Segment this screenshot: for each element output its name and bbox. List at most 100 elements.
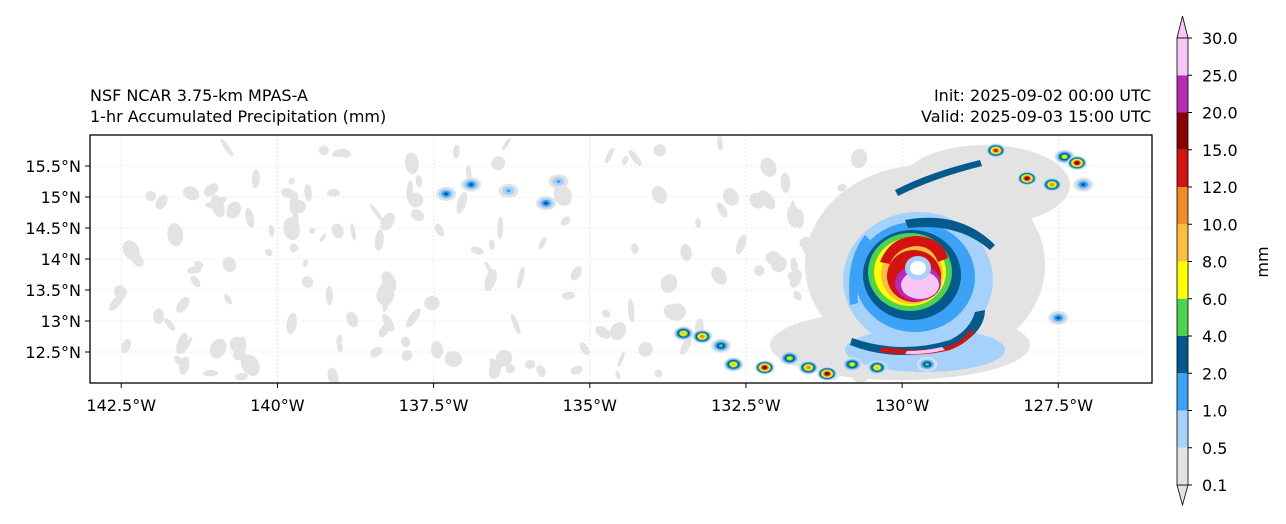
cell-contour: [469, 183, 474, 187]
cell-contour: [825, 372, 830, 376]
light-rain-patch: [318, 145, 329, 156]
convective-cell-17: [1017, 171, 1038, 186]
y-tick-label: 15°N: [41, 188, 81, 207]
colorbar-tick-label-6: 8.0: [1202, 253, 1227, 272]
light-rain-patch: [288, 177, 295, 185]
light-rain-patch: [226, 201, 242, 219]
light-rain-patch: [130, 252, 144, 267]
y-tick-2: 13.5°N: [25, 281, 90, 300]
convective-cell-20: [1067, 155, 1088, 170]
cell-contour: [1025, 176, 1030, 180]
light-rain-patch: [381, 271, 397, 293]
light-rain-patch: [660, 273, 678, 293]
light-rain-patch: [638, 342, 653, 357]
cell-contour: [850, 362, 855, 366]
light-rain-patch: [369, 203, 384, 222]
y-tick-label: 14°N: [41, 250, 81, 269]
light-rain-patch: [286, 312, 297, 335]
convective-cell-21: [1073, 177, 1094, 192]
light-rain-patch: [651, 186, 668, 204]
y-tick-label: 15.5°N: [25, 157, 81, 176]
light-rain-patch: [220, 138, 234, 157]
light-rain-patch: [653, 144, 666, 157]
light-rain-patch: [190, 275, 201, 288]
y-tick-1: 13°N: [41, 312, 90, 331]
colorbar-segment-8: [1177, 149, 1188, 187]
light-rain-patch: [281, 187, 295, 199]
light-rain-patch: [717, 136, 723, 151]
title-left-line-1: NSF NCAR 3.75-km MPAS-A: [90, 86, 308, 105]
light-rain-patch: [735, 234, 747, 255]
rainband-north: [895, 160, 982, 196]
colorbar-tick-label-7: 10.0: [1202, 215, 1238, 234]
light-rain-patch: [235, 372, 248, 381]
light-rain-patch: [319, 233, 327, 242]
light-rain-patch: [218, 196, 227, 204]
convective-cell-22: [1048, 310, 1069, 325]
rainband-southeast-outer: [850, 310, 985, 355]
y-tick-0: 12.5°N: [25, 343, 90, 362]
colorbar-tick-label-8: 12.0: [1202, 178, 1238, 197]
light-rain-patch: [680, 244, 692, 262]
x-tick-5: 130°W: [875, 383, 930, 415]
colorbar-extend-max: [1176, 15, 1189, 39]
colorbar-segment-1: [1177, 410, 1188, 448]
y-tick-label: 13.5°N: [25, 281, 81, 300]
rainband-southeast-pink: [905, 347, 945, 355]
eyewall-north-arc: [880, 236, 948, 264]
colorbar-segment-11: [1177, 38, 1188, 76]
cell-contour: [444, 192, 449, 196]
light-rain-patch: [380, 212, 395, 231]
convective-cell-11: [798, 360, 819, 375]
y-tick-5: 15°N: [41, 188, 90, 207]
colorbar-segment-9: [1177, 112, 1188, 150]
rainband-northeast: [905, 217, 995, 250]
light-rain-patch: [536, 365, 546, 378]
colorbar-segment-6: [1177, 224, 1188, 262]
y-tick-label: 12.5°N: [25, 343, 81, 362]
cell-contour: [544, 201, 549, 205]
colorbar-segment-10: [1177, 75, 1188, 113]
light-rain-patch: [424, 296, 440, 311]
cell-contour: [875, 366, 880, 369]
light-rain-patch: [121, 338, 132, 354]
light-rain-patch: [495, 349, 513, 367]
light-rain-patch: [145, 190, 157, 202]
light-rain-patch: [327, 367, 339, 383]
light-rain-patch: [174, 355, 184, 366]
light-rain-patch: [627, 298, 635, 323]
x-tick-6: 127.5°W: [1023, 383, 1093, 415]
light-rain-patch: [787, 271, 794, 280]
light-rain-patch: [224, 293, 232, 305]
light-rain-patch: [570, 365, 583, 375]
x-tick-label: 130°W: [875, 396, 930, 415]
light-rain-patch: [240, 353, 260, 377]
light-rain-patch: [444, 350, 463, 368]
light-rain-patch: [326, 189, 341, 197]
light-rain-patch: [268, 224, 275, 237]
light-rain-patch: [401, 350, 413, 361]
light-rain-patch: [164, 318, 176, 331]
light-rain-patch: [325, 285, 334, 306]
x-tick-2: 137.5°W: [399, 383, 469, 415]
rainband-southeast-red: [880, 330, 975, 355]
light-rain-patch: [617, 351, 625, 367]
light-rain-patch: [350, 223, 356, 241]
storm-shield-north: [900, 145, 1070, 225]
convective-cell-16: [985, 143, 1006, 158]
x-tick-0: 142.5°W: [86, 383, 156, 415]
convective-cell-3: [536, 196, 557, 211]
light-rain-patch: [346, 311, 359, 328]
convective-cell-4: [548, 174, 569, 189]
light-rain-patch: [491, 156, 506, 171]
light-rain-patch: [167, 223, 184, 247]
light-rain-patch: [488, 360, 502, 380]
y-tick-label: 14.5°N: [25, 219, 81, 238]
convective-cell-9: [754, 360, 775, 375]
cell-contour: [1056, 316, 1061, 320]
y-tick-label: 13°N: [41, 312, 81, 331]
light-rain-patch: [378, 323, 390, 338]
convective-cell-14: [867, 360, 888, 375]
light-rain-patch: [374, 229, 384, 251]
light-rain-patch: [654, 369, 663, 378]
